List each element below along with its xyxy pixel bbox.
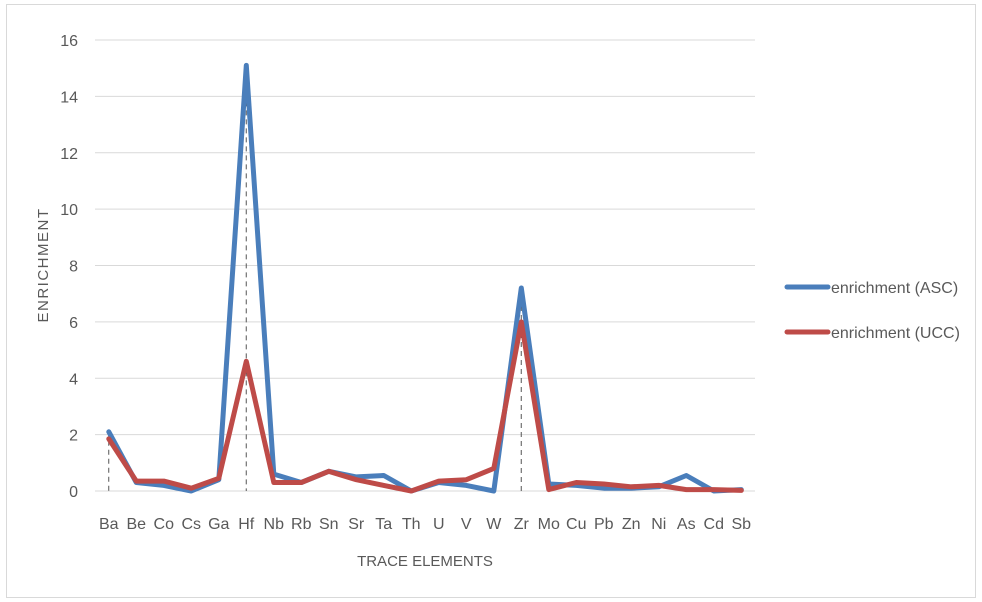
x-tick-label: Co (154, 516, 175, 533)
y-axis-title: ENRICHMENT (35, 208, 52, 323)
x-tick-label: W (486, 516, 502, 533)
legend-label: enrichment (UCC) (831, 325, 960, 342)
y-tick-label: 12 (60, 146, 78, 163)
series-line-2 (106, 319, 744, 494)
x-tick-label: Zn (622, 516, 641, 533)
x-tick-label: Cs (181, 516, 201, 533)
y-tick-label: 10 (60, 202, 78, 219)
x-axis-title: TRACE ELEMENTS (357, 553, 493, 570)
x-tick-label: Ni (651, 516, 666, 533)
y-tick-labels: 0 2 4 6 8 10 12 14 16 (60, 33, 78, 501)
legend-label: enrichment (ASC) (831, 280, 958, 297)
x-tick-label: Cd (704, 516, 724, 533)
series-lines (106, 62, 744, 494)
series-line-1 (106, 62, 744, 494)
y-tick-label: 16 (60, 33, 78, 50)
x-tick-label: Nb (264, 516, 285, 533)
gridlines (95, 39, 755, 492)
drop-lines (108, 65, 522, 491)
y-tick-label: 8 (69, 259, 78, 276)
x-tick-label: Th (402, 516, 421, 533)
chart-frame (6, 4, 976, 598)
x-tick-label: Hf (238, 516, 255, 533)
legend: enrichment (ASC) enrichment (UCC) (784, 280, 960, 342)
x-tick-label: Ba (99, 516, 119, 533)
y-tick-label: 14 (60, 89, 78, 106)
x-tick-label: Rb (291, 516, 312, 533)
x-tick-label: Mo (538, 516, 560, 533)
x-tick-label: Ga (208, 516, 229, 533)
x-tick-label: Ta (375, 516, 392, 533)
x-tick-label: Pb (594, 516, 614, 533)
x-tick-label: Cu (566, 516, 586, 533)
x-tick-label: U (433, 516, 445, 533)
y-tick-label: 0 (69, 484, 78, 501)
y-tick-label: 4 (69, 371, 78, 388)
x-tick-labels: Ba Be Co Cs Ga Hf Nb Rb Sn Sr Ta Th U V W Zr Mo Cu Pb Zn Ni A… (99, 516, 751, 533)
x-tick-label: Sb (731, 516, 751, 533)
x-tick-label: Sr (348, 516, 365, 533)
x-tick-label: V (461, 516, 472, 533)
x-tick-label: Be (126, 516, 146, 533)
y-tick-label: 6 (69, 315, 78, 332)
x-tick-label: Zr (514, 516, 530, 533)
x-tick-label: Sn (319, 516, 339, 533)
x-tick-label: As (677, 516, 696, 533)
y-tick-label: 2 (69, 428, 78, 445)
